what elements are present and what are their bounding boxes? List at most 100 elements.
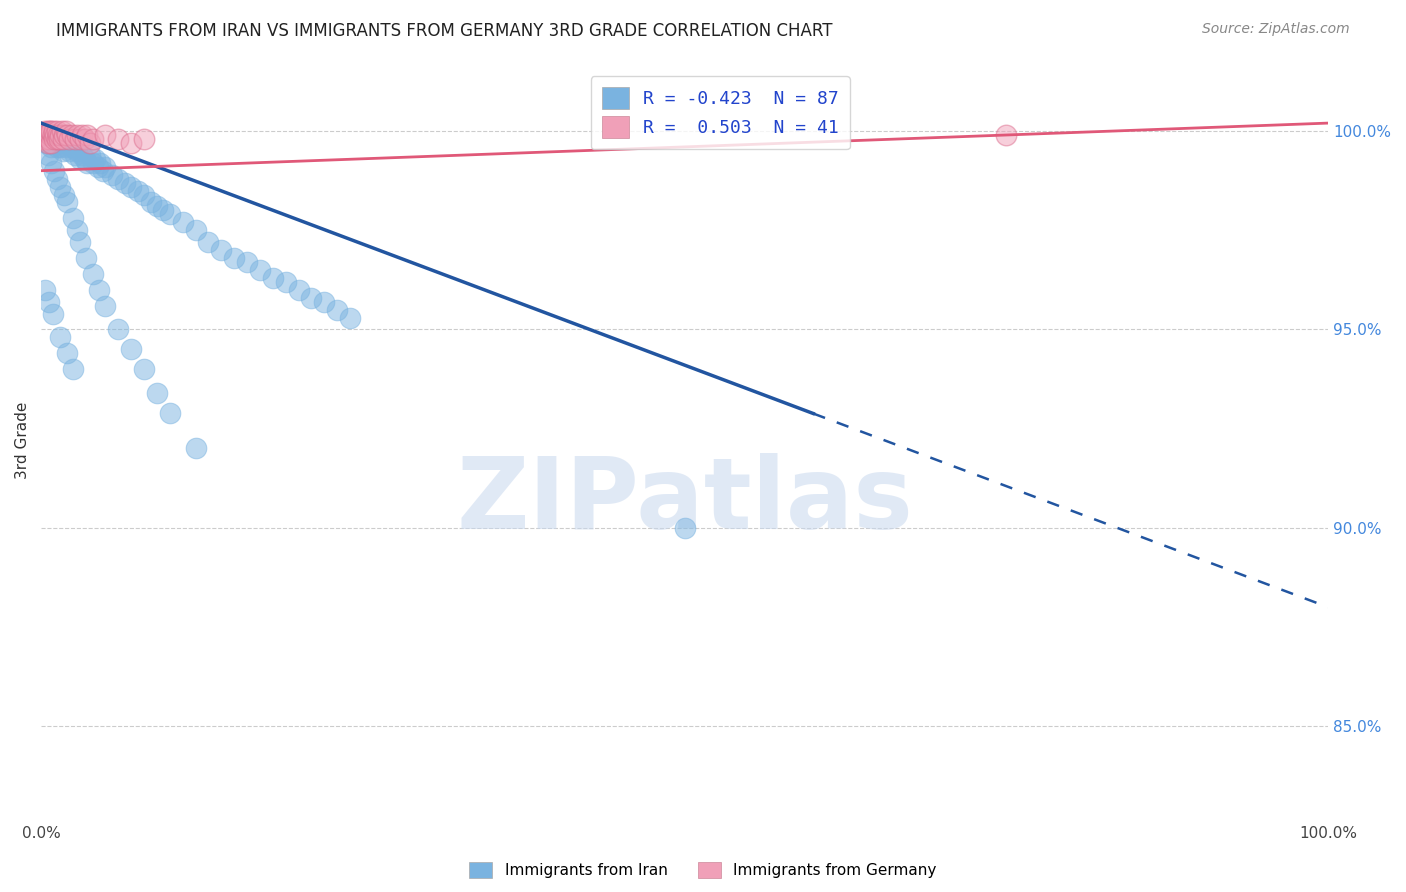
Point (42, 124, 65, 138)
Point (72, 148, 94, 162)
Point (53, 187, 76, 202)
Point (38, 294, 60, 309)
Point (37, 124, 59, 138)
Point (76, 128, 98, 142)
Point (41, 124, 63, 138)
Point (62, 211, 84, 226)
Point (63, 132, 86, 146)
Point (62, 362, 84, 376)
Point (249, 263, 271, 277)
Point (184, 442, 207, 456)
Point (75, 251, 97, 265)
Point (34, 132, 56, 146)
Text: ZIPatlas: ZIPatlas (456, 453, 912, 550)
Point (66, 128, 89, 142)
Point (44, 128, 66, 142)
Point (53, 128, 76, 142)
Point (55, 140, 77, 154)
Point (49, 330, 72, 344)
Point (56, 128, 79, 142)
Point (35, 128, 58, 142)
Point (89, 155, 111, 169)
Point (41, 136, 63, 150)
Point (107, 132, 129, 146)
Point (53, 132, 76, 146)
Point (172, 215, 194, 229)
Point (287, 283, 309, 297)
Point (87, 283, 110, 297)
Point (79, 136, 101, 150)
Point (224, 251, 246, 265)
Point (159, 406, 181, 420)
Point (58, 144, 80, 158)
Point (146, 385, 169, 400)
Point (101, 168, 124, 182)
Point (673, 521, 696, 535)
Point (73, 132, 96, 146)
Point (42, 163, 65, 178)
Point (82, 267, 104, 281)
Point (34, 283, 56, 297)
Point (31, 132, 53, 146)
Point (76, 155, 98, 169)
Legend: Immigrants from Iran, Immigrants from Germany: Immigrants from Iran, Immigrants from Ge… (464, 856, 942, 884)
Point (56, 136, 79, 150)
Point (39, 136, 62, 150)
Point (32, 128, 55, 142)
Point (299, 291, 322, 305)
Point (48, 132, 70, 146)
Point (45, 140, 67, 154)
Point (63, 148, 86, 162)
Point (84, 152, 107, 166)
Point (34, 124, 56, 138)
Point (45, 124, 67, 138)
Point (58, 132, 80, 146)
Point (60, 128, 83, 142)
Point (69, 152, 91, 166)
Point (49, 128, 72, 142)
Point (127, 184, 149, 198)
Point (197, 235, 219, 249)
Point (82, 155, 104, 169)
Point (55, 124, 77, 138)
Point (46, 128, 69, 142)
Point (38, 132, 60, 146)
Point (42, 132, 65, 146)
Point (159, 207, 181, 221)
Point (35, 136, 58, 150)
Point (49, 179, 72, 194)
Point (314, 294, 336, 309)
Point (41, 307, 63, 321)
Point (146, 199, 169, 213)
Point (79, 148, 101, 162)
Point (48, 132, 70, 146)
Point (56, 195, 79, 210)
Point (39, 124, 62, 138)
Point (52, 144, 75, 158)
Point (114, 176, 136, 190)
Point (41, 128, 63, 142)
Point (152, 203, 174, 218)
Point (39, 128, 62, 142)
Point (87, 160, 110, 174)
Point (82, 132, 104, 146)
Point (236, 255, 259, 269)
Point (274, 275, 297, 289)
Point (37, 148, 59, 162)
Point (995, 128, 1018, 142)
Point (45, 132, 67, 146)
Point (184, 223, 207, 237)
Point (120, 179, 142, 194)
Point (34, 132, 56, 146)
Point (120, 343, 142, 357)
Point (139, 195, 162, 210)
Point (91, 163, 114, 178)
Point (37, 136, 59, 150)
Point (132, 362, 155, 376)
Point (56, 346, 79, 360)
Point (45, 171, 67, 186)
Point (45, 132, 67, 146)
Point (339, 310, 361, 325)
Point (60, 140, 83, 154)
Point (51, 124, 73, 138)
